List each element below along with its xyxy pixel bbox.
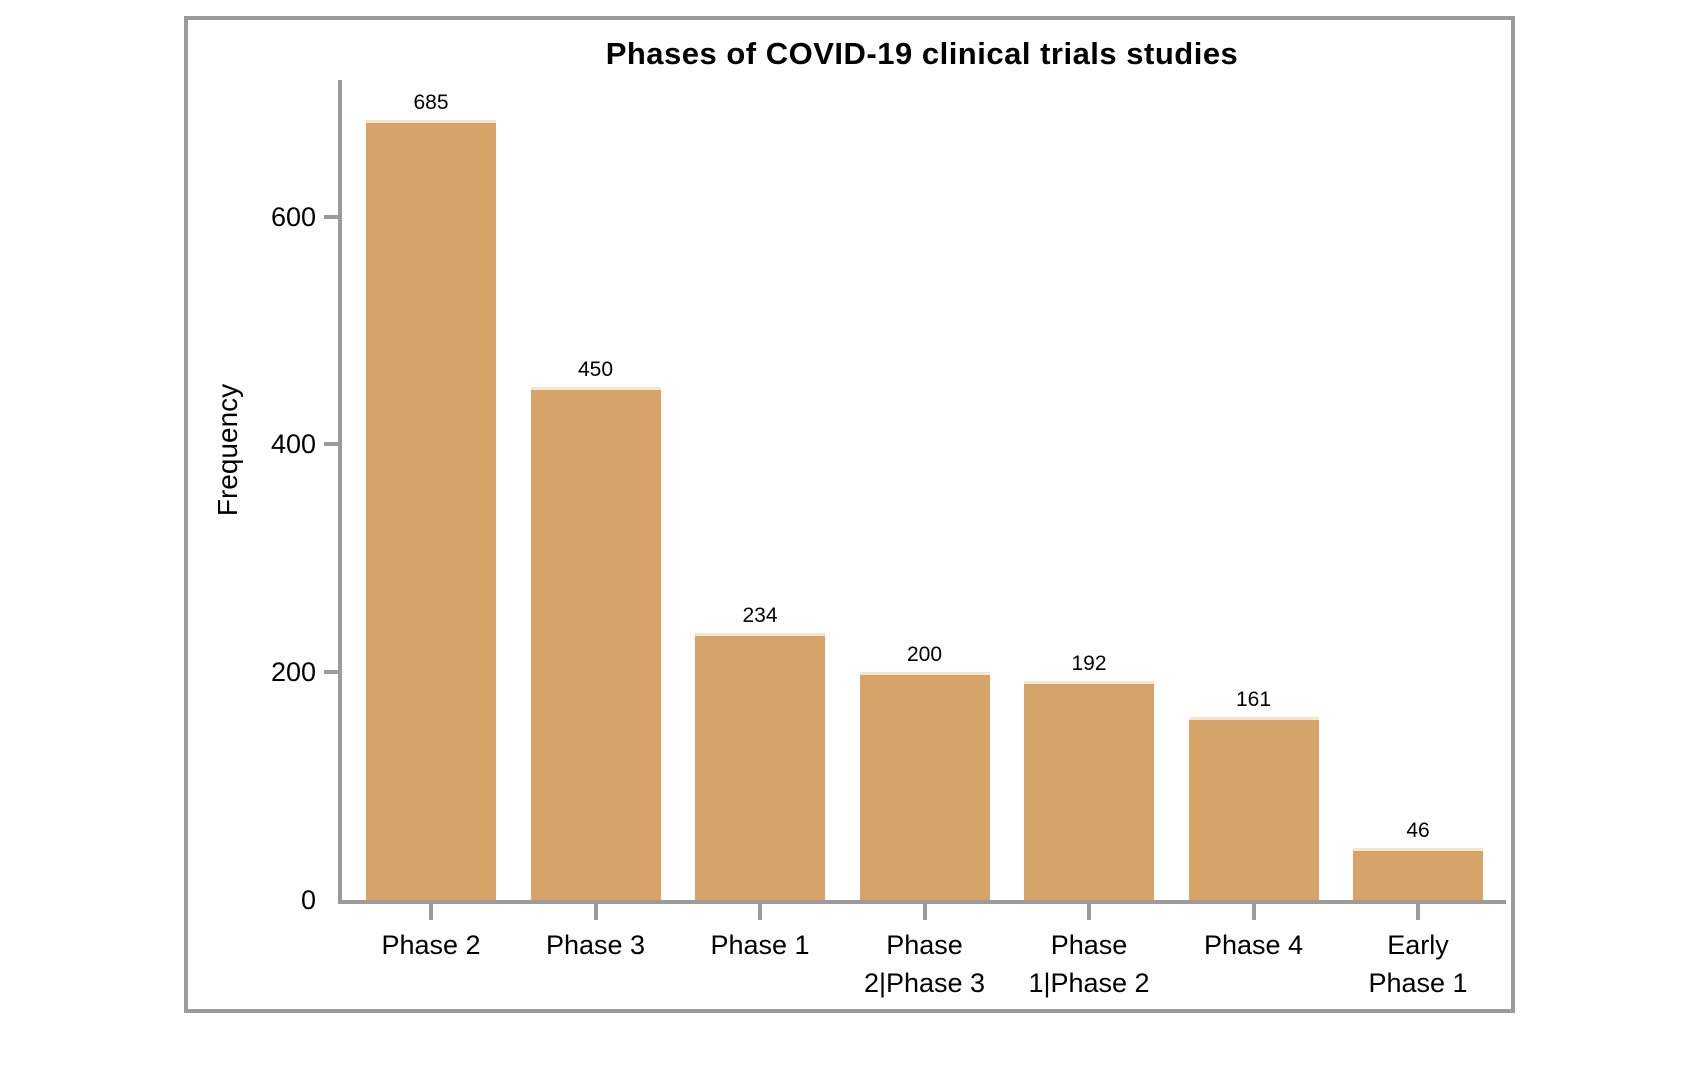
- x-axis-label-line: Phase 4: [1203, 930, 1304, 960]
- bar-value-label: 450: [577, 358, 614, 381]
- bar-value-label: 161: [1235, 688, 1272, 711]
- x-axis-label: Phase 2|Phase 3: [825, 926, 1025, 1002]
- x-axis-label-line: Phase: [886, 930, 963, 960]
- x-axis-tick: [758, 904, 762, 920]
- y-axis-tick: [324, 442, 338, 447]
- x-axis-tick: [922, 904, 927, 920]
- bar-value-label: 200: [906, 643, 943, 666]
- x-axis-label: Phase 3: [496, 926, 696, 964]
- bar-phase-1: [695, 633, 825, 900]
- bar-phase-1-phase-2: [1024, 681, 1154, 900]
- x-axis-label: Phase 1|Phase 2: [989, 926, 1189, 1002]
- y-axis-tick-label: 200: [270, 657, 316, 688]
- x-axis-label: Phase 2: [331, 926, 531, 964]
- x-axis-tick: [1087, 904, 1091, 920]
- bar-phase-2-phase-3: [859, 672, 990, 900]
- plot-area: 0 200 400 600 685 450 234 200 192 161 46 Phase 2 P…: [271, 80, 1506, 998]
- x-axis-label-line: Phase 1: [710, 930, 810, 960]
- y-axis-tick: [324, 214, 338, 219]
- y-axis-tick-label: 400: [270, 429, 316, 460]
- x-axis-label: Early Phase 1: [1318, 926, 1518, 1002]
- x-axis-label-line: Phase 2: [381, 930, 481, 960]
- y-axis-tick: [324, 670, 338, 675]
- bar-phase-2: [366, 120, 496, 900]
- x-axis-label-line: 1|Phase 2: [1028, 968, 1150, 998]
- x-axis-tick: [593, 904, 598, 920]
- bar-value-label: 685: [413, 91, 449, 114]
- bar-value-label: 46: [1406, 819, 1430, 842]
- x-axis-label: Phase 4: [1154, 926, 1354, 964]
- bar-phase-3: [530, 387, 661, 900]
- bar-value-label: 234: [742, 604, 778, 627]
- bar-early-phase-1: [1353, 848, 1483, 900]
- bar-value-label: 192: [1071, 652, 1107, 675]
- x-axis-tick: [429, 904, 433, 920]
- chart-title: Phases of COVID-19 clinical trials studi…: [605, 36, 1239, 71]
- x-axis-label-line: Phase 3: [545, 930, 646, 960]
- x-axis-label-line: 2|Phase 3: [863, 968, 986, 998]
- y-axis-tick-label: 0: [300, 885, 316, 915]
- x-axis-label-line: Phase 1: [1368, 968, 1468, 998]
- x-axis-tick: [1251, 904, 1256, 920]
- x-axis-label-line: Early: [1387, 930, 1449, 960]
- x-axis-label: Phase 1: [660, 926, 860, 964]
- y-axis-line: [338, 80, 342, 904]
- x-axis-tick: [1416, 904, 1420, 920]
- x-axis-label-line: Phase: [1050, 930, 1128, 960]
- x-axis-line: [338, 900, 1506, 904]
- y-axis-tick-label: 600: [270, 201, 316, 232]
- bar-phase-4: [1188, 717, 1319, 900]
